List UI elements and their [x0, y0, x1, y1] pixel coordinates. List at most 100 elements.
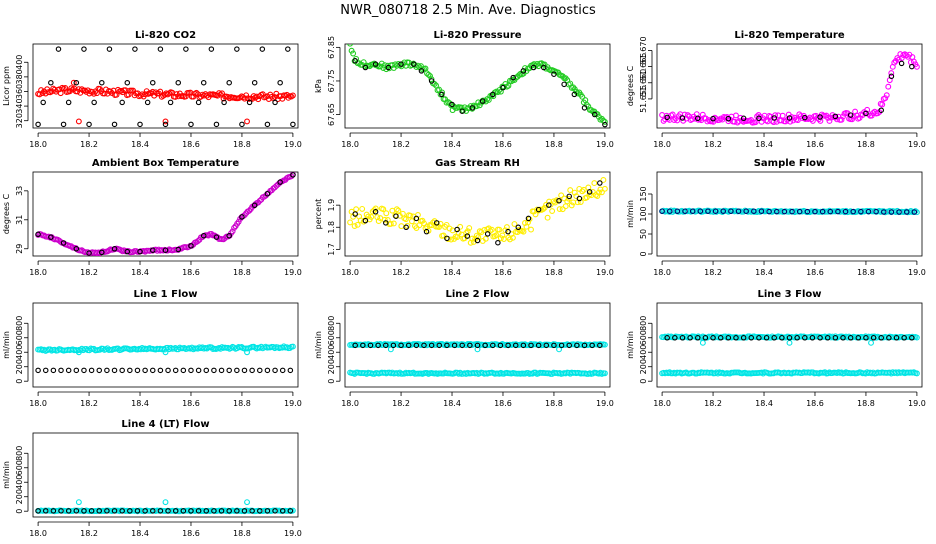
plot-area [347, 340, 608, 377]
data-point [257, 508, 263, 514]
data-point [195, 99, 202, 106]
data-point [390, 220, 397, 227]
series-averages [659, 208, 918, 215]
panel-title: Line 4 (LT) Flow [121, 419, 209, 430]
data-point [502, 227, 509, 234]
x-axis: 18.0 18.2 18.4 18.6 18.8 19.0 [341, 132, 614, 149]
data-point [520, 68, 527, 74]
data-point [870, 335, 877, 341]
y-tick-label: 1.9 [327, 199, 336, 212]
data-point [763, 335, 770, 341]
data-point [398, 61, 404, 67]
data-point [193, 89, 200, 96]
x-tick-label: 18.4 [131, 529, 149, 538]
outlier-point [244, 499, 250, 506]
data-point [551, 342, 557, 349]
data-point [55, 46, 62, 52]
data-point [439, 89, 446, 96]
data-point [167, 99, 174, 106]
panel-title: Line 2 Flow [446, 289, 510, 300]
data-point [359, 205, 366, 212]
data-point [407, 212, 414, 219]
data-point [558, 342, 565, 349]
x-tick-label: 18.8 [233, 268, 251, 277]
data-point [913, 370, 920, 377]
data-point [824, 114, 831, 121]
outlier-point [868, 339, 874, 346]
data-point [65, 367, 72, 374]
data-point [520, 228, 527, 235]
x-tick-label: 18.6 [806, 140, 824, 149]
data-point [591, 180, 598, 187]
data-point [538, 60, 545, 67]
y-tick-label: 0 [15, 509, 24, 514]
data-point [73, 367, 80, 374]
data-point [794, 335, 800, 341]
data-point [68, 85, 75, 92]
data-point [218, 508, 225, 514]
outlier-point [244, 349, 250, 356]
data-point [671, 117, 678, 123]
y-tick-label: 0 [639, 251, 648, 256]
data-point [832, 335, 839, 341]
data-point [495, 239, 501, 246]
data-point [239, 214, 245, 220]
data-point [398, 342, 404, 349]
data-point [73, 508, 80, 514]
data-point [88, 367, 95, 374]
data-point [850, 208, 856, 215]
data-point [372, 61, 379, 67]
data-point [881, 209, 887, 215]
data-point [454, 226, 460, 233]
data-point [50, 508, 57, 514]
data-point [367, 342, 374, 349]
x-tick-label: 18.4 [131, 268, 149, 277]
data-point [809, 335, 816, 341]
data-point [740, 335, 747, 341]
data-point [73, 246, 80, 252]
x-tick-label: 18.8 [857, 268, 875, 277]
data-point [277, 79, 283, 86]
data-point [213, 121, 220, 128]
data-point [885, 83, 892, 90]
data-point [482, 235, 489, 242]
data-point [541, 204, 548, 211]
data-point [842, 208, 849, 215]
data-point [226, 508, 232, 514]
data-point [234, 46, 240, 52]
data-point [896, 209, 902, 215]
data-point [264, 367, 271, 374]
y-axis: 29 31 33 [15, 186, 29, 254]
y-axis-label: Licor ppm [2, 66, 11, 106]
data-point [827, 208, 834, 215]
panel-title: Line 1 Flow [134, 289, 198, 300]
data-point [664, 335, 670, 341]
panel-title: Line 3 Flow [758, 289, 822, 300]
data-point [287, 508, 294, 514]
data-point [40, 99, 46, 106]
data-point [543, 342, 550, 349]
x-tick-label: 18.2 [80, 268, 98, 277]
data-point [493, 232, 500, 239]
data-point [172, 508, 179, 514]
x-tick-label: 18.2 [80, 529, 98, 538]
outlier-point [70, 79, 77, 86]
x-tick-label: 18.6 [182, 529, 200, 538]
y-tick-label: 380 [15, 69, 24, 84]
data-point [684, 112, 691, 119]
data-point [259, 46, 266, 52]
data-point [398, 223, 405, 230]
data-point [255, 199, 262, 206]
data-point [728, 208, 734, 214]
data-point [65, 508, 72, 514]
data-point [372, 205, 379, 212]
data-point [464, 233, 471, 239]
data-point [540, 64, 547, 71]
data-point [725, 335, 732, 341]
data-point [113, 91, 120, 98]
data-point [479, 98, 486, 104]
data-point [499, 232, 506, 239]
plot-frame [656, 302, 923, 388]
data-point [702, 115, 709, 122]
